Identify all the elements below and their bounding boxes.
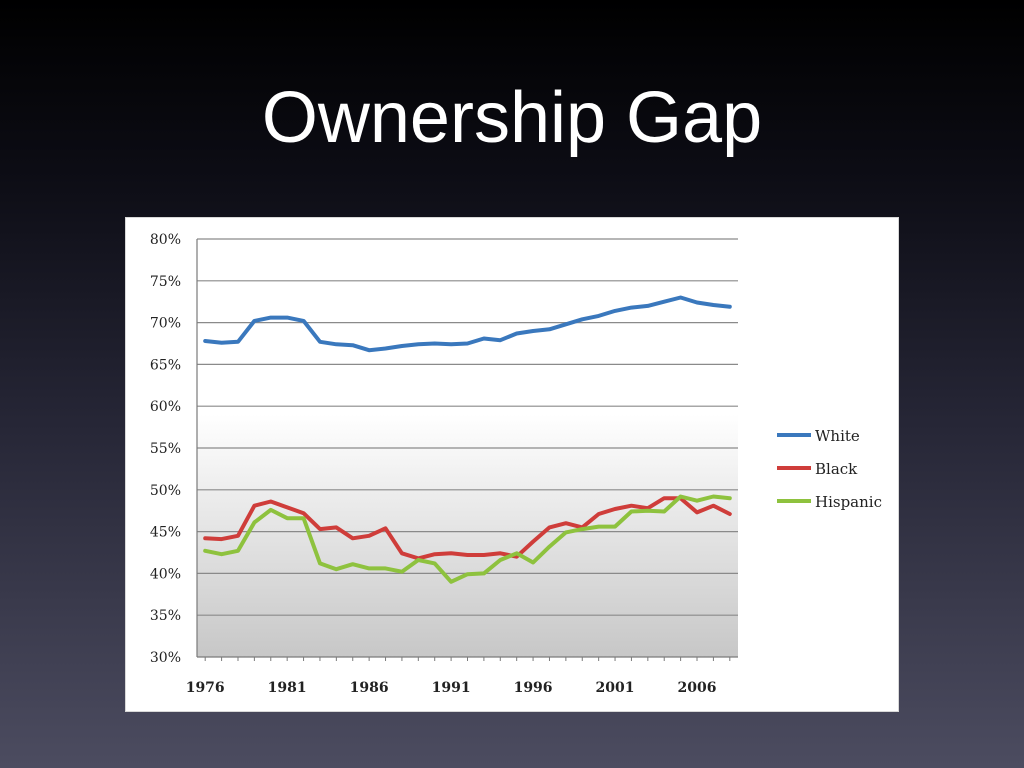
y-tick-label: 65% — [150, 357, 181, 373]
y-tick-label: 75% — [150, 274, 181, 290]
x-tick-label: 1986 — [350, 680, 389, 696]
legend-label-white: White — [815, 427, 860, 445]
line-chart: 30%35%40%45%50%55%60%65%70%75%80% 1976 19… — [150, 232, 882, 696]
y-tick-label: 50% — [150, 483, 181, 499]
x-tick-label: 2006 — [678, 680, 717, 696]
x-tick-label: 2001 — [596, 680, 635, 696]
series-line-hispanic — [203, 494, 732, 584]
series-line-white — [203, 295, 732, 353]
series-line-black — [203, 496, 732, 561]
slide-title: Ownership Gap — [261, 78, 763, 158]
x-tick-label: 1976 — [186, 680, 225, 696]
y-tick-label: 45% — [150, 525, 181, 541]
y-tick-label: 55% — [150, 441, 181, 457]
legend-label-hispanic: Hispanic — [815, 493, 882, 511]
y-tick-label: 35% — [150, 608, 181, 624]
y-axis-tick-labels: 30% 35% 40% 45% 50% 55% 60% 65% 70% 75% 80% — [150, 232, 181, 666]
chart-panel: 30% 35% 40% 45% 50% 55% 60% 65% 70% 75% 80% 1976 19… — [125, 217, 899, 712]
x-tick-label: 1991 — [432, 680, 471, 696]
legend-label-black: Black — [815, 460, 858, 478]
axes — [196, 239, 738, 661]
x-axis-tick-labels: 1976 1981 1986 1991 1996 2001 2006 — [186, 680, 717, 696]
y-tick-label: 30% — [150, 650, 181, 666]
y-tick-label: 60% — [150, 399, 181, 415]
data-series — [203, 295, 732, 584]
legend: White Black Hispanic — [777, 427, 882, 511]
x-tick-label: 1981 — [268, 680, 307, 696]
y-tick-label: 40% — [150, 566, 181, 582]
y-tick-label: 80% — [150, 232, 181, 248]
x-tick-label: 1996 — [514, 680, 553, 696]
y-tick-label: 70% — [150, 316, 181, 332]
